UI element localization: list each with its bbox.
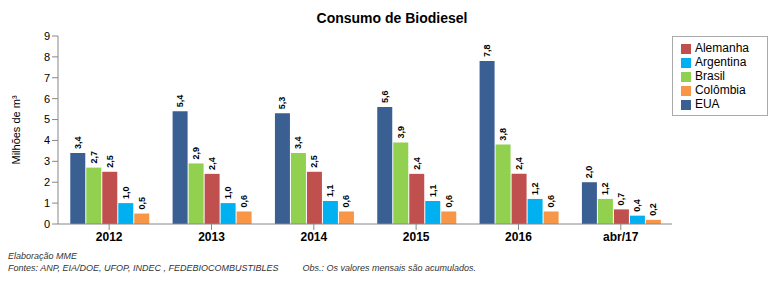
svg-text:1,0: 1,0 <box>223 187 233 200</box>
svg-text:2,4: 2,4 <box>412 157 422 170</box>
svg-text:0,6: 0,6 <box>341 195 351 208</box>
svg-text:2: 2 <box>44 176 50 188</box>
svg-text:2,5: 2,5 <box>309 155 319 168</box>
svg-text:1,2: 1,2 <box>530 182 540 195</box>
svg-text:Milhões de m³: Milhões de m³ <box>10 95 22 164</box>
svg-text:0,6: 0,6 <box>444 195 454 208</box>
svg-text:2016: 2016 <box>505 230 532 244</box>
html-text:Brasil: Brasil <box>695 69 725 83</box>
svg-text:0,5: 0,5 <box>137 197 147 210</box>
svg-text:3,4: 3,4 <box>73 136 83 149</box>
svg-text:2015: 2015 <box>403 230 430 244</box>
html-text:EUA: EUA <box>695 97 720 111</box>
svg-text:2,7: 2,7 <box>89 151 99 164</box>
svg-text:8: 8 <box>44 51 50 63</box>
svg-text:3,8: 3,8 <box>498 128 508 141</box>
svg-text:3: 3 <box>44 155 50 167</box>
html-text:Elaboração MME: Elaboração MME <box>8 251 77 261</box>
svg-text:4: 4 <box>44 134 50 146</box>
svg-text:3,9: 3,9 <box>396 126 406 139</box>
html-text:Alemanha: Alemanha <box>695 41 749 55</box>
html-text:Consumo de Biodiesel: Consumo de Biodiesel <box>316 10 468 26</box>
svg-text:2,5: 2,5 <box>105 155 115 168</box>
svg-text:1: 1 <box>44 197 50 209</box>
svg-text:2013: 2013 <box>198 230 225 244</box>
svg-text:1,2: 1,2 <box>600 182 610 195</box>
svg-text:0,2: 0,2 <box>648 203 658 216</box>
svg-text:5,4: 5,4 <box>175 95 185 108</box>
svg-text:2,0: 2,0 <box>584 166 594 179</box>
svg-text:7,8: 7,8 <box>482 45 492 58</box>
svg-text:1,0: 1,0 <box>121 187 131 200</box>
html-text:Colômbia: Colômbia <box>695 83 746 97</box>
svg-text:0,6: 0,6 <box>546 195 556 208</box>
svg-text:2,9: 2,9 <box>191 147 201 160</box>
html-text:Fontes: ANP, EIA/DOE, UFOP, IN: Fontes: ANP, EIA/DOE, UFOP, INDEC , FEDE… <box>8 263 279 273</box>
svg-text:5: 5 <box>44 113 50 125</box>
svg-text:0,6: 0,6 <box>239 195 249 208</box>
svg-text:7: 7 <box>44 72 50 84</box>
svg-text:2014: 2014 <box>300 230 327 244</box>
svg-text:abr/17: abr/17 <box>603 230 639 244</box>
svg-text:2,4: 2,4 <box>514 157 524 170</box>
svg-text:5,6: 5,6 <box>380 91 390 104</box>
svg-text:9: 9 <box>44 30 50 42</box>
html-text:Argentina: Argentina <box>695 55 747 69</box>
svg-text:6: 6 <box>44 93 50 105</box>
html-text:Obs.: Os valores mensais são a: Obs.: Os valores mensais são acumulados. <box>302 263 476 273</box>
svg-text:0: 0 <box>44 218 50 230</box>
svg-text:2012: 2012 <box>96 230 123 244</box>
svg-text:5,3: 5,3 <box>277 97 287 110</box>
svg-text:1,1: 1,1 <box>325 185 335 198</box>
svg-text:2,4: 2,4 <box>207 157 217 170</box>
svg-text:1,1: 1,1 <box>428 185 438 198</box>
svg-text:0,4: 0,4 <box>632 199 642 212</box>
svg-text:0,7: 0,7 <box>616 193 626 206</box>
svg-text:3,4: 3,4 <box>293 136 303 149</box>
